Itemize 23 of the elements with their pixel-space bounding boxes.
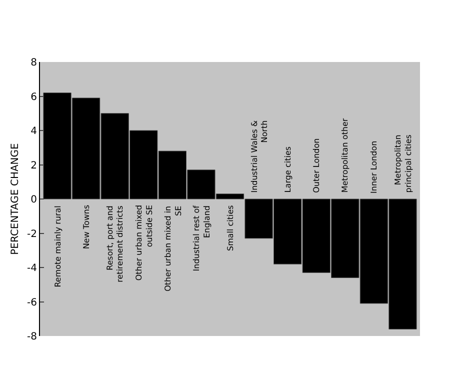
x-tick-label: Inner London: [369, 140, 378, 194]
x-tick-label: Industrial Wales & North: [250, 120, 270, 193]
y-tick-label: -6: [27, 297, 37, 308]
y-tick-label: -2: [27, 228, 37, 240]
x-tick-label: Small cities: [226, 205, 235, 251]
x-tick-label: New Towns: [82, 204, 92, 250]
y-tick-label: -8: [27, 332, 37, 342]
x-tick-label: Other urban mixed in SE: [163, 206, 183, 292]
x-tick-label: Other urban mixed outside SE: [134, 204, 154, 281]
x-tick-label: Metropolitan principal cities: [394, 134, 414, 193]
y-axis-title: PERCENTAGE CHANGE: [10, 143, 22, 255]
y-tick-label: 2: [30, 160, 37, 172]
x-tick-label: Remote mainly rural: [53, 206, 62, 288]
y-tick-label: 6: [30, 92, 37, 103]
y-tick-label: 0: [30, 194, 37, 206]
y-tick-label: 4: [30, 126, 37, 137]
x-tick-label: Industrial rest of England: [192, 205, 212, 272]
x-tick-label: Resort, port and retirement districts: [105, 206, 125, 282]
x-tick-label: Outer London: [312, 138, 321, 193]
y-tick-label: -4: [27, 263, 37, 274]
x-tick-label: Large cities: [284, 146, 293, 193]
y-tick-label: 8: [30, 58, 37, 68]
x-tick-label: Metropolitan other: [340, 118, 350, 193]
